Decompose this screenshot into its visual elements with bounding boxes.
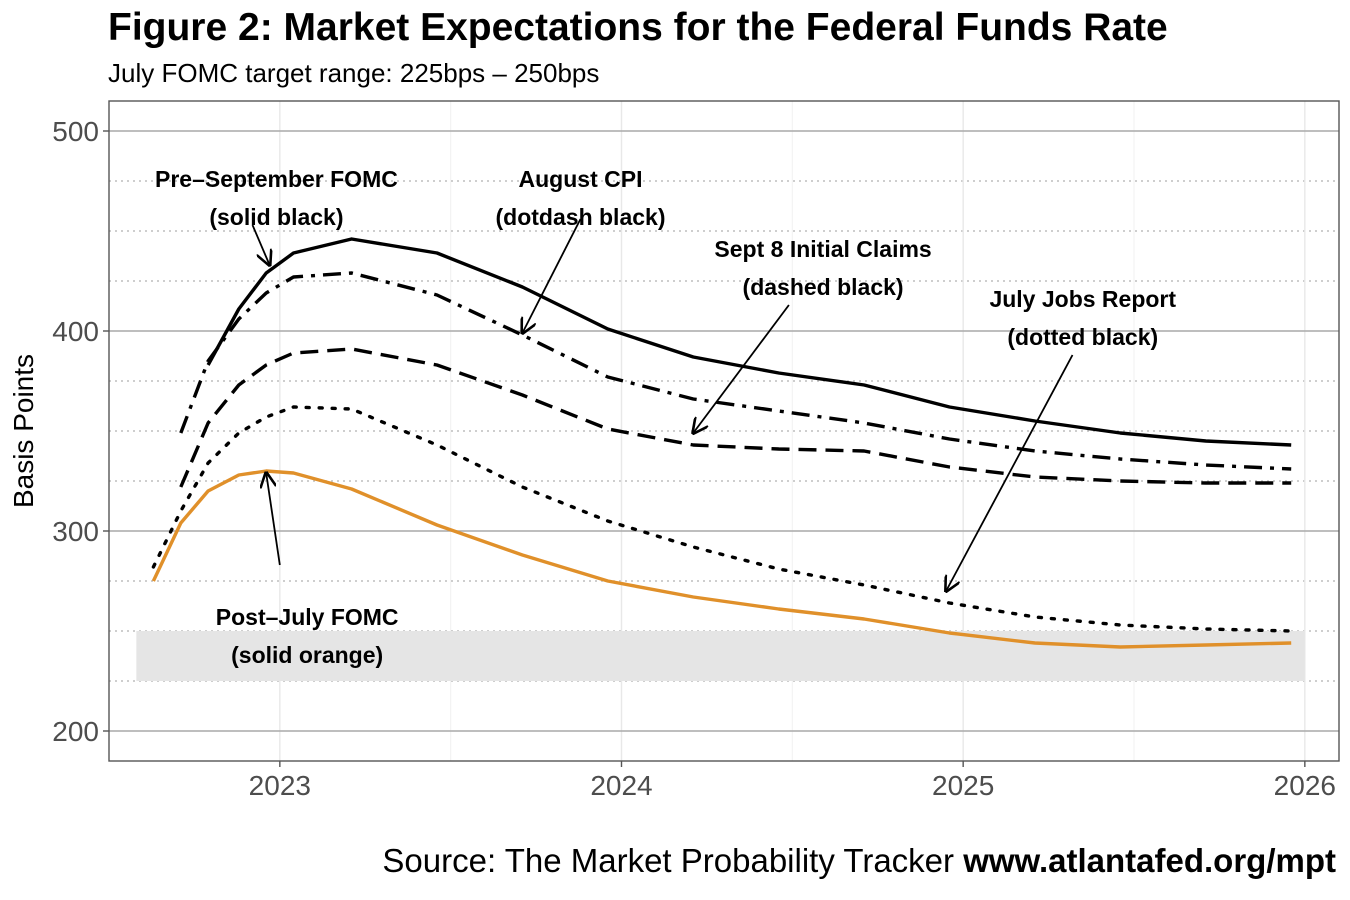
annotation-label-4-line2: (solid orange) xyxy=(231,642,383,668)
annotations: Pre–September FOMC (solid black) August CP… xyxy=(155,166,1176,668)
annotation-arrow-1 xyxy=(522,218,582,333)
series-group xyxy=(151,237,1293,649)
annotation-label-1-line2: (dotdash black) xyxy=(496,204,666,230)
target-range-band xyxy=(136,631,1305,681)
annotation-label-4-line1: Post–July FOMC xyxy=(216,604,399,630)
annotation-label-3-line1: July Jobs Report xyxy=(989,286,1176,312)
y-tick-label: 500 xyxy=(52,116,99,147)
annotation-label-2-line1: Sept 8 Initial Claims xyxy=(714,236,931,262)
x-tick-label: 2026 xyxy=(1274,770,1336,801)
x-tick-label: 2025 xyxy=(932,770,994,801)
x-tick-label: 2023 xyxy=(249,770,311,801)
source-url[interactable]: www.atlantafed.org/mpt xyxy=(963,842,1336,879)
y-tick-label: 300 xyxy=(52,516,99,547)
annotation-label-0-line2: (solid black) xyxy=(209,204,343,230)
chart-subtitle: July FOMC target range: 225bps – 250bps xyxy=(108,58,600,88)
series-line-1 xyxy=(179,271,1292,471)
annotation-label-1-line1: August CPI xyxy=(519,166,643,192)
y-tick-label: 400 xyxy=(52,316,99,347)
annotation-arrow-4 xyxy=(266,473,281,566)
annotation-arrow-2 xyxy=(693,304,790,433)
annotation-arrow-0 xyxy=(251,224,270,265)
series-line-0 xyxy=(206,237,1292,447)
series-line-2 xyxy=(179,347,1292,488)
x-tick-label: 2024 xyxy=(590,770,652,801)
plot-border xyxy=(108,100,1340,762)
annotation-label-0-line1: Pre–September FOMC xyxy=(155,166,398,192)
series-line-4 xyxy=(151,469,1292,649)
target-band-rect xyxy=(136,631,1305,681)
source-note: Source: The Market Probability Tracker w… xyxy=(382,842,1336,880)
annotation-label-3-line2: (dotted black) xyxy=(1007,324,1158,350)
chart-title: Figure 2: Market Expectations for the Fe… xyxy=(108,6,1168,49)
annotation-label-2-line2: (dashed black) xyxy=(743,274,904,300)
y-tick-label: 200 xyxy=(52,716,99,747)
axes: 200 300 400 500 2023 2024 2025 2026 Basis Points xyxy=(8,100,1340,801)
annotation-arrow-3 xyxy=(946,354,1074,591)
source-prefix: Source: The Market Probability Tracker xyxy=(382,842,964,879)
y-axis-label: Basis Points xyxy=(8,354,39,508)
